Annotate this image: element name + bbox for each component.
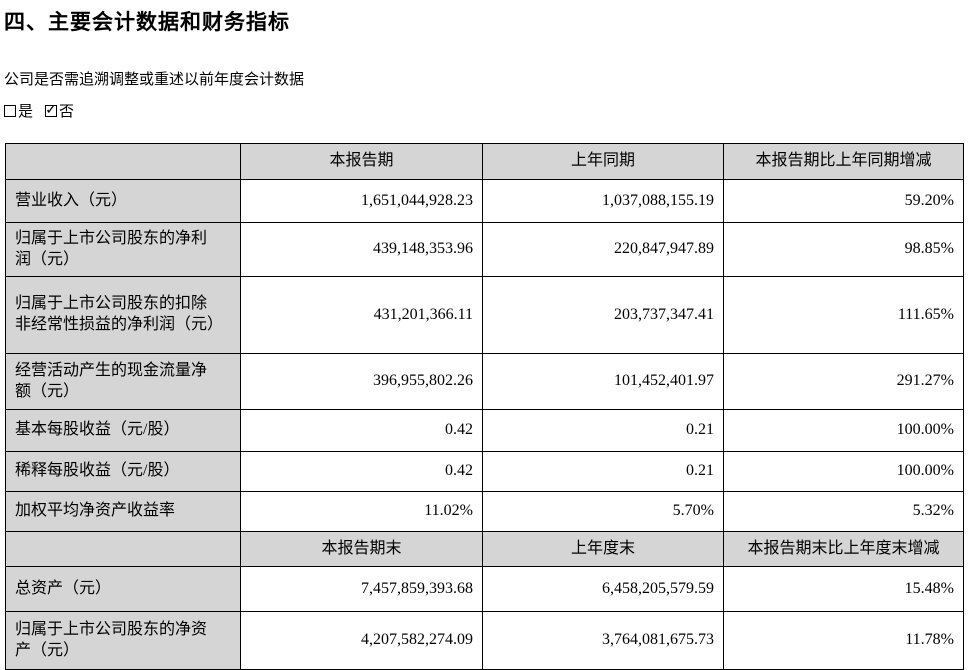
value-cell: 291.27% [723, 353, 964, 410]
row-label: 营业收入（元） [5, 179, 241, 223]
checkbox-unchecked-icon [4, 104, 16, 117]
restatement-options: 是 ✓ 否 [4, 100, 970, 121]
header-cell [5, 143, 241, 180]
value-cell: 11.78% [723, 611, 964, 670]
value-cell: 439,148,353.96 [240, 222, 483, 277]
row-label: 总资产（元） [5, 566, 241, 612]
section-title: 四、主要会计数据和财务指标 [4, 10, 290, 34]
row-label: 加权平均净资产收益率 [5, 491, 241, 532]
table-row: 经营活动产生的现金流量净额（元） 396,955,802.26 101,452,40… [5, 353, 964, 410]
checkbox-no-label: 否 [59, 104, 75, 120]
value-cell: 3,764,081,675.73 [482, 611, 724, 670]
value-cell: 1,037,088,155.19 [482, 179, 724, 223]
value-cell: 0.42 [240, 451, 483, 492]
table-row: 总资产（元） 7,457,859,393.68 6,458,205,579.59 15… [5, 566, 964, 612]
value-cell: 15.48% [723, 566, 964, 612]
checkbox-yes: 是 [4, 100, 33, 121]
value-cell: 203,737,347.41 [482, 276, 724, 354]
value-cell: 101,452,401.97 [482, 353, 724, 410]
checkbox-checked-icon: ✓ [45, 102, 58, 118]
checkbox-yes-label: 是 [18, 104, 34, 120]
checkbox-no: ✓ 否 [45, 100, 74, 121]
value-cell: 100.00% [723, 409, 964, 452]
value-cell: 1,651,044,928.23 [240, 179, 483, 223]
value-cell: 431,201,366.11 [240, 276, 483, 354]
value-cell: 59.20% [723, 179, 964, 223]
header-cell: 本报告期末比上年度末增减 [723, 531, 964, 567]
value-cell: 4,207,582,274.09 [240, 611, 483, 670]
header-cell: 本报告期 [240, 143, 483, 180]
value-cell: 0.21 [482, 409, 724, 452]
table-row: 归属于上市公司股东的扣除非经常性损益的净利润（元） 431,201,366.11 2… [5, 276, 964, 354]
table-row: 营业收入（元） 1,651,044,928.23 1,037,088,155.19 5… [5, 179, 964, 223]
value-cell: 0.42 [240, 409, 483, 452]
value-cell: 11.02% [240, 491, 483, 532]
table-row: 归属于上市公司股东的净资产（元） 4,207,582,274.09 3,764,08… [5, 611, 964, 670]
table-row: 归属于上市公司股东的净利润（元） 439,148,353.96 220,847,94… [5, 222, 964, 277]
row-label: 归属于上市公司股东的净利润（元） [5, 222, 241, 277]
value-cell: 5.32% [723, 491, 964, 532]
header-cell: 上年度末 [482, 531, 724, 567]
value-cell: 6,458,205,579.59 [482, 566, 724, 612]
financial-indicators-table: 本报告期 上年同期 本报告期比上年同期增减 营业收入（元） 1,651,044,928.… [5, 143, 964, 670]
table-row: 加权平均净资产收益率 11.02% 5.70% 5.32% [5, 491, 964, 532]
row-label: 经营活动产生的现金流量净额（元） [5, 353, 241, 410]
value-cell: 7,457,859,393.68 [240, 566, 483, 612]
restatement-question: 公司是否需追溯调整或重述以前年度会计数据 [4, 72, 305, 88]
value-cell: 220,847,947.89 [482, 222, 724, 277]
value-cell: 396,955,802.26 [240, 353, 483, 410]
value-cell: 100.00% [723, 451, 964, 492]
table-header-row: 本报告期 上年同期 本报告期比上年同期增减 [5, 143, 964, 180]
table-row: 基本每股收益（元/股） 0.42 0.21 100.00% [5, 409, 964, 452]
value-cell: 0.21 [482, 451, 724, 492]
table-row: 稀释每股收益（元/股） 0.42 0.21 100.00% [5, 451, 964, 492]
row-label: 稀释每股收益（元/股） [5, 451, 241, 492]
value-cell: 5.70% [482, 491, 724, 532]
value-cell: 98.85% [723, 222, 964, 277]
header-cell: 本报告期比上年同期增减 [723, 143, 964, 180]
table-header-row: 本报告期末 上年度末 本报告期末比上年度末增减 [5, 531, 964, 567]
row-label: 基本每股收益（元/股） [5, 409, 241, 452]
value-cell: 111.65% [723, 276, 964, 354]
header-cell: 本报告期末 [240, 531, 483, 567]
header-cell: 上年同期 [482, 143, 724, 180]
row-label: 归属于上市公司股东的净资产（元） [5, 611, 241, 670]
header-cell [5, 531, 241, 567]
row-label: 归属于上市公司股东的扣除非经常性损益的净利润（元） [5, 276, 241, 354]
